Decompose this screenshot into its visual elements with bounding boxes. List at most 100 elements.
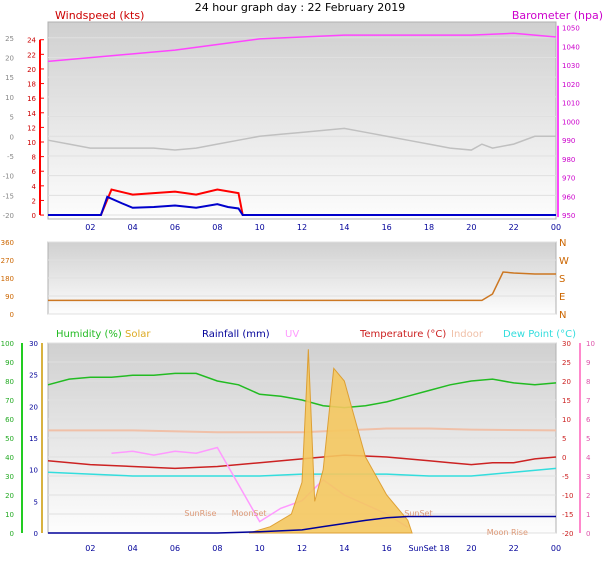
baro-tick-2: 1030 [562,62,580,70]
uv-tick-0: 10 [586,340,595,348]
panel1-left-ticks: 25 20 15 10 5 0 -5 -10 -15 -20 [3,35,14,220]
panel1-x-tick-5: 12 [297,223,307,232]
panel3-x-tick-9: 20 [466,544,476,553]
baro-tick-8: 970 [562,175,575,183]
panel1-left-tick-0: 25 [5,35,14,43]
wind-tick-9: 6 [32,168,37,176]
panel1-left-tick-1: 20 [5,54,14,62]
panel3-x-tick-3: 08 [212,544,222,553]
legend-item-5: Indoor [451,329,484,340]
panel1-left-tick-8: -15 [3,192,14,200]
temperature-tick-9: -15 [562,511,573,519]
solar-tick-2: 20 [29,403,38,411]
panel1-x-tick-8: 18 [424,223,434,232]
panel3-x-tick-1: 04 [128,544,138,553]
panel3-x-tick-8: SunSet 18 [408,544,449,553]
panel1-left-tick-4: 5 [10,114,14,122]
panel1-series [47,32,557,217]
panel1-x-tick-1: 04 [128,223,138,232]
panel1-x-tick-11: 00 [551,223,561,232]
humidity-tick-5: 50 [5,435,14,443]
windspeed-axis-label: Windspeed (kts) [55,9,144,22]
series-rainfall [48,515,556,534]
legend-item-4: Temperature (°C) [359,329,446,340]
temperature-tick-7: -5 [562,473,569,481]
direction-tick-1: 270 [1,257,14,265]
annotation-1: SunSet [404,509,432,518]
graph-title: 24 hour graph day : 22 February 2019 [195,1,406,14]
solar-tick-5: 5 [34,498,38,506]
temperature-tick-2: 20 [562,378,571,386]
temperature-tick-5: 5 [562,435,566,443]
uv-tick-9: 1 [586,511,590,519]
baro-tick-6: 990 [562,137,575,145]
panel1-x-tick-3: 08 [212,223,222,232]
humidity-tick-2: 80 [5,378,14,386]
wind-tick-10: 4 [32,183,37,191]
temperature-tick-6: 0 [562,454,566,462]
wind-tick-7: 10 [27,139,36,147]
baro-tick-3: 1020 [562,81,580,89]
wind-tick-1: 22 [27,51,36,59]
baro-tick-5: 1000 [562,118,580,126]
panel1-left-tick-3: 10 [5,94,14,102]
temperature-tick-8: -10 [562,492,573,500]
wind-tick-12: 0 [32,212,36,220]
panel2-gridlines [48,241,556,315]
panel3-x-tick-5: 12 [297,544,307,553]
wind-baro-panel [47,21,557,220]
baro-tick-1: 1040 [562,43,580,51]
wind-tick-5: 14 [27,110,36,118]
series-wind_avg [48,195,556,217]
direction-tick-0: 360 [1,239,14,247]
series-humidity [47,372,557,409]
panel1-x-tick-2: 06 [170,223,180,232]
humidity-tick-3: 70 [5,397,14,405]
humidity-tick-8: 20 [5,492,14,500]
panel1-x-tick-10: 22 [509,223,519,232]
uv-tick-7: 3 [586,473,590,481]
panel1-x-tick-4: 10 [255,223,265,232]
panel1-left-tick-6: -5 [7,153,14,161]
panel1-left-tick-7: -10 [3,173,14,181]
panel1-x-tick-7: 16 [382,223,392,232]
panel3-legend: Humidity (%) Solar Rainfall (mm) UV Temperat… [56,329,576,340]
compass-label-3: E [559,292,565,303]
panel2-degree-ticks: 360 270 180 90 0 [1,239,14,319]
wind-tick-8: 8 [32,154,36,162]
uv-tick-3: 7 [586,397,590,405]
uv-tick-8: 2 [586,492,590,500]
temperature-tick-3: 15 [562,397,571,405]
direction-tick-4: 0 [10,311,14,319]
panel3-series [47,349,557,534]
panel3-solar-ticks: 30 25 20 15 10 5 0 [29,340,43,538]
humidity-tick-6: 40 [5,454,14,462]
legend-item-2: Rainfall (mm) [202,329,270,340]
humidity-tick-0: 100 [1,340,14,348]
legend-item-3: UV [285,329,299,340]
panel1-baro-ticks: 1050 1040 1030 1020 1010 1000 990 980 970 960 950 [557,25,580,220]
humidity-tick-1: 90 [5,359,14,367]
solar-tick-6: 0 [34,530,38,538]
series-direction [48,271,556,302]
annotation-0: SunRise [184,509,216,518]
panel3-x-tick-11: 00 [551,544,561,553]
panel3-x-tick-0: 02 [85,544,95,553]
baro-tick-4: 1010 [562,100,580,108]
panel3-x-tick-6: 14 [339,544,349,553]
compass-label-0: N [559,238,566,249]
baro-tick-10: 950 [562,212,575,220]
humidity-tick-9: 10 [5,511,14,519]
legend-item-1: Solar [125,329,151,340]
panel2-series [48,271,556,302]
panel3-x-tick-10: 22 [509,544,519,553]
wind-tick-11: 2 [32,197,36,205]
baro-tick-9: 960 [562,193,575,201]
panel1-x-tick-0: 02 [85,223,95,232]
uv-tick-2: 8 [586,378,590,386]
annotation-2: Moon Rise [487,528,528,537]
